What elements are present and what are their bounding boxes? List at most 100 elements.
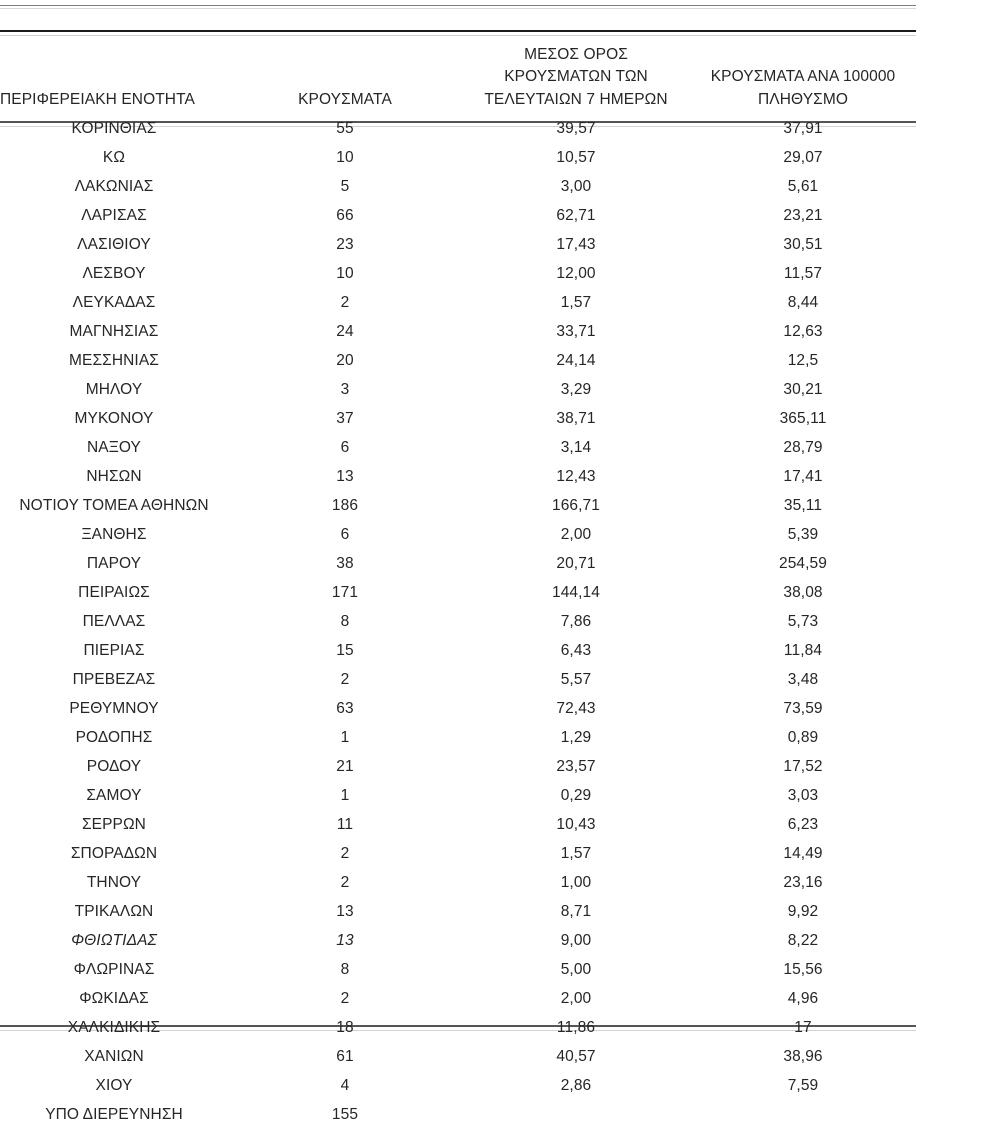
- cell-per100k: 38,96: [783, 1047, 823, 1065]
- cell-avg7: 1,57: [560, 293, 592, 311]
- cell-per100k: 3,48: [787, 670, 819, 688]
- cell-region: ΛΑΡΙΣΑΣ: [81, 206, 147, 224]
- cell-region: ΝΗΣΩΝ: [86, 467, 142, 485]
- cell-per100k: 28,79: [783, 438, 823, 456]
- cell-avg7: [462, 1100, 690, 1129]
- cell-cases: 13: [336, 467, 354, 485]
- cell-avg7: 39,57: [556, 119, 596, 137]
- cell-region: ΧΑΝΙΩΝ: [84, 1047, 144, 1065]
- cell-cases: 15: [336, 641, 354, 659]
- cell-avg7: 5,57: [560, 670, 592, 688]
- table-header: ΠΕΡΙΦΕΡΕΙΑΚΗ ΕΝΟΤΗΤΑ ΚΡΟΥΣΜΑΤΑ ΜΕΣΟΣ ΟΡΟ…: [0, 44, 916, 114]
- table-row: ΠΑΡΟΥ 38 20,71 254,59: [0, 549, 916, 578]
- cell-cases: 155: [331, 1105, 359, 1123]
- cell-per100k: 12,63: [783, 322, 823, 340]
- cell-cases: 2: [340, 989, 350, 1007]
- cell-avg7: 2,00: [560, 989, 592, 1007]
- cell-per100k: 8,22: [787, 931, 819, 949]
- table-row: ΤΡΙΚΑΛΩΝ 13 8,71 9,92: [0, 897, 916, 926]
- table-sheet: ΠΕΡΙΦΕΡΕΙΑΚΗ ΕΝΟΤΗΤΑ ΚΡΟΥΣΜΑΤΑ ΜΕΣΟΣ ΟΡΟ…: [0, 5, 916, 1122]
- cell-cases: 6: [340, 525, 350, 543]
- cell-avg7: 62,71: [556, 206, 596, 224]
- cell-cases: 20: [336, 351, 354, 369]
- table-row: ΧΙΟΥ 4 2,86 7,59: [0, 1071, 916, 1100]
- cell-region: ΤΗΝΟΥ: [86, 873, 142, 891]
- column-header-cases: ΚΡΟΥΣΜΑΤΑ: [298, 90, 392, 108]
- column-header-region: ΠΕΡΙΦΕΡΕΙΑΚΗ ΕΝΟΤΗΤΑ: [0, 90, 195, 108]
- column-header-avg7: ΜΕΣΟΣ ΟΡΟΣ ΚΡΟΥΣΜΑΤΩΝ ΤΩΝ ΤΕΛΕΥΤΑΙΩΝ 7 Η…: [484, 46, 668, 108]
- cell-cases: 1: [340, 728, 350, 746]
- cell-region: ΛΑΚΩΝΙΑΣ: [74, 177, 154, 195]
- cell-per100k: [690, 1100, 916, 1129]
- cell-region: ΧΑΛΚΙΔΙΚΗΣ: [67, 1018, 161, 1036]
- cell-avg7: 3,29: [560, 380, 592, 398]
- cell-cases: 21: [336, 757, 354, 775]
- table-row: ΣΕΡΡΩΝ 11 10,43 6,23: [0, 810, 916, 839]
- cell-per100k: 14,49: [783, 844, 823, 862]
- cell-region: ΚΩ: [102, 148, 126, 166]
- table-header-row: ΠΕΡΙΦΕΡΕΙΑΚΗ ΕΝΟΤΗΤΑ ΚΡΟΥΣΜΑΤΑ ΜΕΣΟΣ ΟΡΟ…: [0, 44, 916, 114]
- table-row: ΠΡΕΒΕΖΑΣ 2 5,57 3,48: [0, 665, 916, 694]
- cell-avg7: 3,00: [560, 177, 592, 195]
- cell-region: ΡΕΘΥΜΝΟΥ: [69, 699, 159, 717]
- cell-region: ΛΕΣΒΟΥ: [82, 264, 146, 282]
- cell-region: ΜΥΚΟΝΟΥ: [74, 409, 154, 427]
- cell-per100k: 5,73: [787, 612, 819, 630]
- cell-per100k: 254,59: [778, 554, 827, 572]
- table-row: ΦΩΚΙΔΑΣ 2 2,00 4,96: [0, 984, 916, 1013]
- cell-cases: 3: [340, 380, 350, 398]
- cell-cases: 55: [336, 119, 354, 137]
- table-row: ΛΑΡΙΣΑΣ 66 62,71 23,21: [0, 201, 916, 230]
- table-row: ΠΕΛΛΑΣ 8 7,86 5,73: [0, 607, 916, 636]
- cell-region: ΜΑΓΝΗΣΙΑΣ: [69, 322, 159, 340]
- column-header-per100k: ΚΡΟΥΣΜΑΤΑ ΑΝΑ 100000 ΠΛΗΘΥΣΜΟ: [710, 68, 896, 108]
- cell-per100k: 15,56: [783, 960, 823, 978]
- top-divider-thin: [0, 5, 916, 9]
- cell-cases: 2: [340, 670, 350, 688]
- table-row: ΜΥΚΟΝΟΥ 37 38,71 365,11: [0, 404, 916, 433]
- cell-region: ΤΡΙΚΑΛΩΝ: [74, 902, 154, 920]
- cell-per100k: 11,84: [783, 641, 823, 659]
- cell-per100k: 23,21: [783, 206, 823, 224]
- cell-cases: 8: [340, 612, 350, 630]
- cell-avg7: 10,43: [556, 815, 596, 833]
- cell-cases: 1: [340, 786, 350, 804]
- cell-per100k: 8,44: [787, 293, 819, 311]
- cell-avg7: 5,00: [560, 960, 592, 978]
- table-row: ΛΕΣΒΟΥ 10 12,00 11,57: [0, 259, 916, 288]
- table-row: ΠΕΙΡΑΙΩΣ 171 144,14 38,08: [0, 578, 916, 607]
- table-row: ΦΛΩΡΙΝΑΣ 8 5,00 15,56: [0, 955, 916, 984]
- table-row: ΥΠΟ ΔΙΕΡΕΥΝΗΣΗ 155: [0, 1100, 916, 1129]
- cell-per100k: 4,96: [787, 989, 819, 1007]
- table-row: ΧΑΛΚΙΔΙΚΗΣ 18 11,86 17: [0, 1013, 916, 1042]
- cell-per100k: 37,91: [783, 119, 823, 137]
- table-row: ΝΗΣΩΝ 13 12,43 17,41: [0, 462, 916, 491]
- cell-avg7: 12,00: [556, 264, 596, 282]
- table-row: ΣΑΜΟΥ 1 0,29 3,03: [0, 781, 916, 810]
- table-row: ΞΑΝΘΗΣ 6 2,00 5,39: [0, 520, 916, 549]
- cell-avg7: 6,43: [560, 641, 592, 659]
- cell-avg7: 9,00: [560, 931, 592, 949]
- cell-region: ΦΘΙΩΤΙΔΑΣ: [71, 931, 157, 949]
- cell-cases: 2: [340, 844, 350, 862]
- cell-avg7: 23,57: [556, 757, 596, 775]
- cell-avg7: 40,57: [556, 1047, 596, 1065]
- cell-per100k: 7,59: [787, 1076, 819, 1094]
- cell-per100k: 23,16: [783, 873, 823, 891]
- cell-cases: 10: [336, 148, 354, 166]
- cell-avg7: 1,00: [560, 873, 592, 891]
- cell-cases: 4: [340, 1076, 350, 1094]
- cell-cases: 11: [336, 815, 354, 833]
- cell-cases: 37: [336, 409, 354, 427]
- cell-per100k: 5,61: [787, 177, 819, 195]
- cell-cases: 8: [340, 960, 350, 978]
- cell-cases: 5: [340, 177, 350, 195]
- cell-avg7: 11,86: [556, 1018, 596, 1036]
- table-body: ΚΟΡΙΝΘΙΑΣ 55 39,57 37,91 ΚΩ 10 10,57 29,07 ΛΑΚΩΝ…: [0, 114, 916, 1129]
- cell-cases: 2: [340, 873, 350, 891]
- cell-cases: 6: [340, 438, 350, 456]
- table-row: ΤΗΝΟΥ 2 1,00 23,16: [0, 868, 916, 897]
- table-row: ΝΑΞΟΥ 6 3,14 28,79: [0, 433, 916, 462]
- cell-cases: 18: [336, 1018, 354, 1036]
- cell-avg7: 12,43: [556, 467, 596, 485]
